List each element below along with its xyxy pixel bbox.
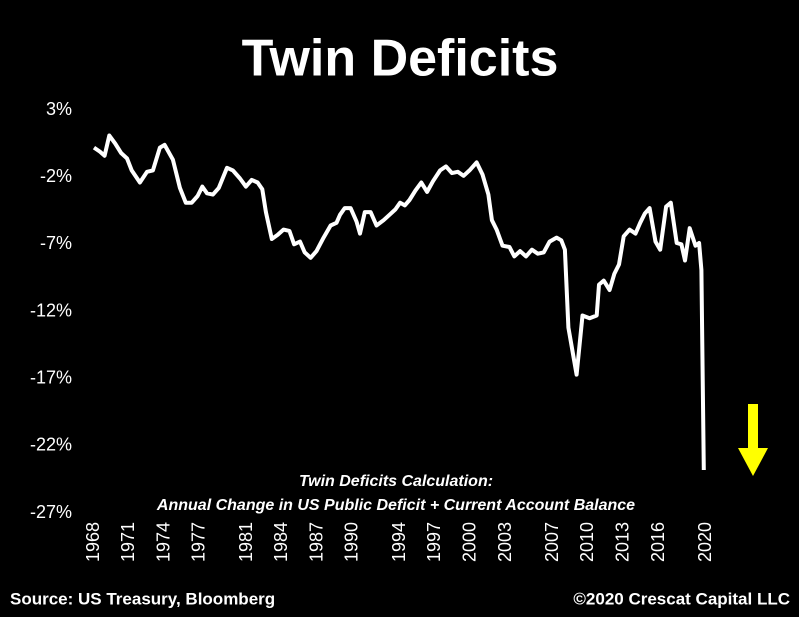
x-tick-label: 1974 [153, 522, 173, 562]
annotation: Twin Deficits Calculation: [299, 473, 493, 490]
x-tick-label: 1994 [389, 522, 409, 562]
x-tick-label: 1981 [236, 522, 256, 562]
source: Source: US Treasury, Bloomberg [10, 589, 275, 608]
arrow [738, 404, 768, 476]
x-tick-label: 1971 [118, 522, 138, 562]
x-tick-label: 2007 [542, 522, 562, 562]
x-tick-label: 1977 [189, 522, 209, 562]
x-tick-label: 2000 [459, 522, 479, 562]
x-tick-label: 2013 [612, 522, 632, 562]
x-tick-label: 1997 [424, 522, 444, 562]
x-tick-label: 1990 [342, 522, 362, 562]
x-tick-label: 1984 [271, 522, 291, 562]
y-tick-label: -12% [30, 300, 72, 320]
y-tick-label: -17% [30, 367, 72, 387]
y-tick-label: -7% [40, 233, 72, 253]
copyright: ©2020 Crescat Capital LLC [573, 589, 790, 608]
x-tick-label: 1987 [306, 522, 326, 562]
x-tick-label: 1968 [83, 522, 103, 562]
x-tick-label: 2003 [495, 522, 515, 562]
x-tick-label: 2016 [648, 522, 668, 562]
x-tick-label: 2020 [695, 522, 715, 562]
y-tick-label: -22% [30, 435, 72, 455]
y-tick-label: 3% [46, 99, 72, 119]
x-tick-label: 2010 [577, 522, 597, 562]
line [92, 133, 706, 471]
y-tick-label: -27% [30, 502, 72, 522]
y-tick-label: -2% [40, 166, 72, 186]
chart-title: Twin Deficits [242, 30, 559, 88]
annotation: Annual Change in US Public Deficit + Cur… [156, 497, 635, 514]
